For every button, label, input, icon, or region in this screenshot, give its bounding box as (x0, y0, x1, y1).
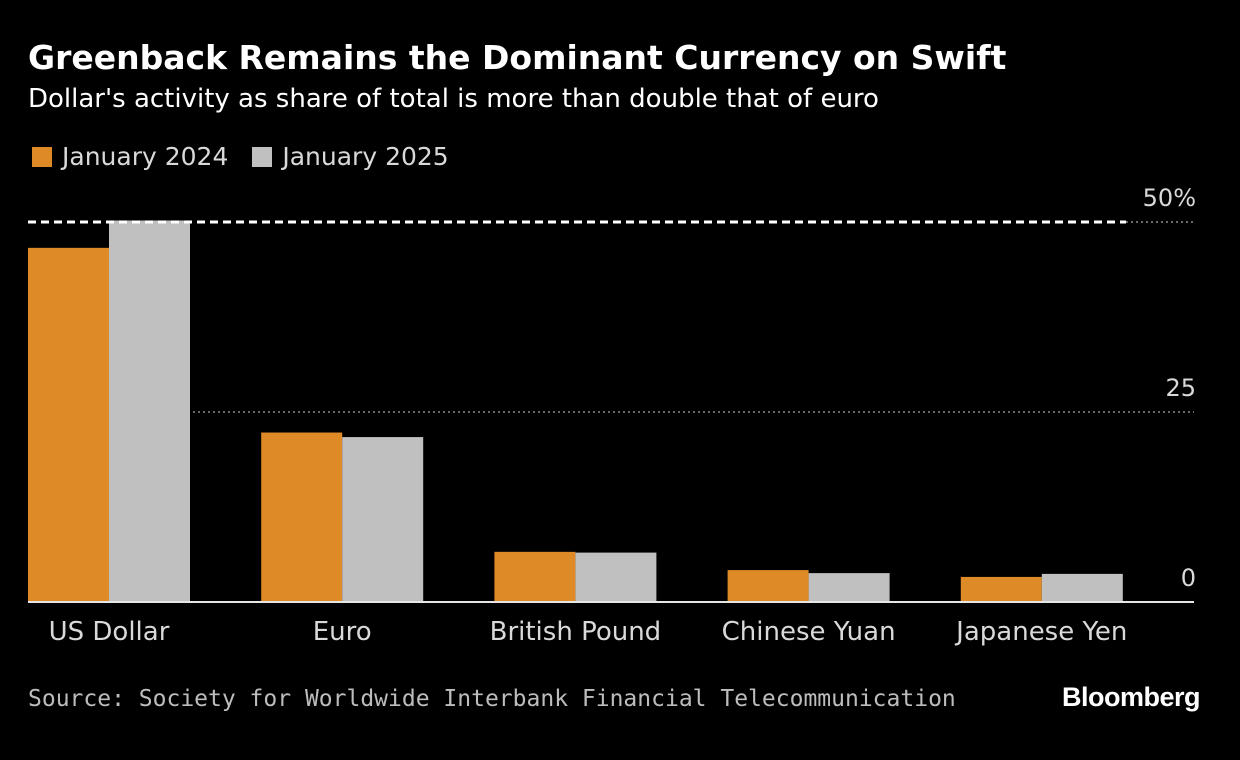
y-tick-label: 25 (1165, 374, 1196, 402)
y-tick-label: 0 (1181, 564, 1196, 592)
bar-euro-2024 (261, 432, 343, 602)
bar-chinese-yuan-2025 (808, 573, 890, 602)
bar-euro-2025 (342, 437, 424, 602)
bar-us-dollar-2024 (28, 247, 109, 602)
legend-swatch-2024 (32, 146, 52, 167)
x-tick-label: US Dollar (49, 617, 170, 647)
bar-british-pound-2025 (575, 552, 657, 602)
x-tick-label: Chinese Yuan (722, 617, 896, 647)
source-note: Source: Society for Worldwide Interbank … (28, 686, 956, 712)
x-tick-label: British Pound (490, 617, 662, 647)
bar-chinese-yuan-2024 (727, 570, 809, 602)
bar-japanese-yen-2024 (960, 576, 1042, 602)
bloomberg-logo: Bloomberg (1061, 682, 1201, 712)
legend-swatch-2025 (252, 146, 273, 167)
y-tick-label: 50% (1143, 184, 1196, 212)
legend-label-2025: January 2025 (282, 142, 449, 171)
page-subtitle: Dollar's activity as share of total is m… (28, 84, 879, 114)
legend-label-2024: January 2024 (62, 142, 229, 171)
bar-japanese-yen-2025 (1041, 573, 1123, 602)
chart-legend: January 2024 January 2025 (32, 142, 473, 171)
x-tick-label: Japanese Yen (954, 617, 1127, 647)
legend-item-2025: January 2025 (252, 142, 449, 171)
bar-us-dollar-2025 (109, 220, 190, 603)
bar-british-pound-2024 (494, 551, 576, 602)
x-tick-label: Euro (313, 617, 372, 647)
page-title: Greenback Remains the Dominant Currency … (28, 38, 1007, 77)
legend-item-2024: January 2024 (32, 142, 228, 171)
